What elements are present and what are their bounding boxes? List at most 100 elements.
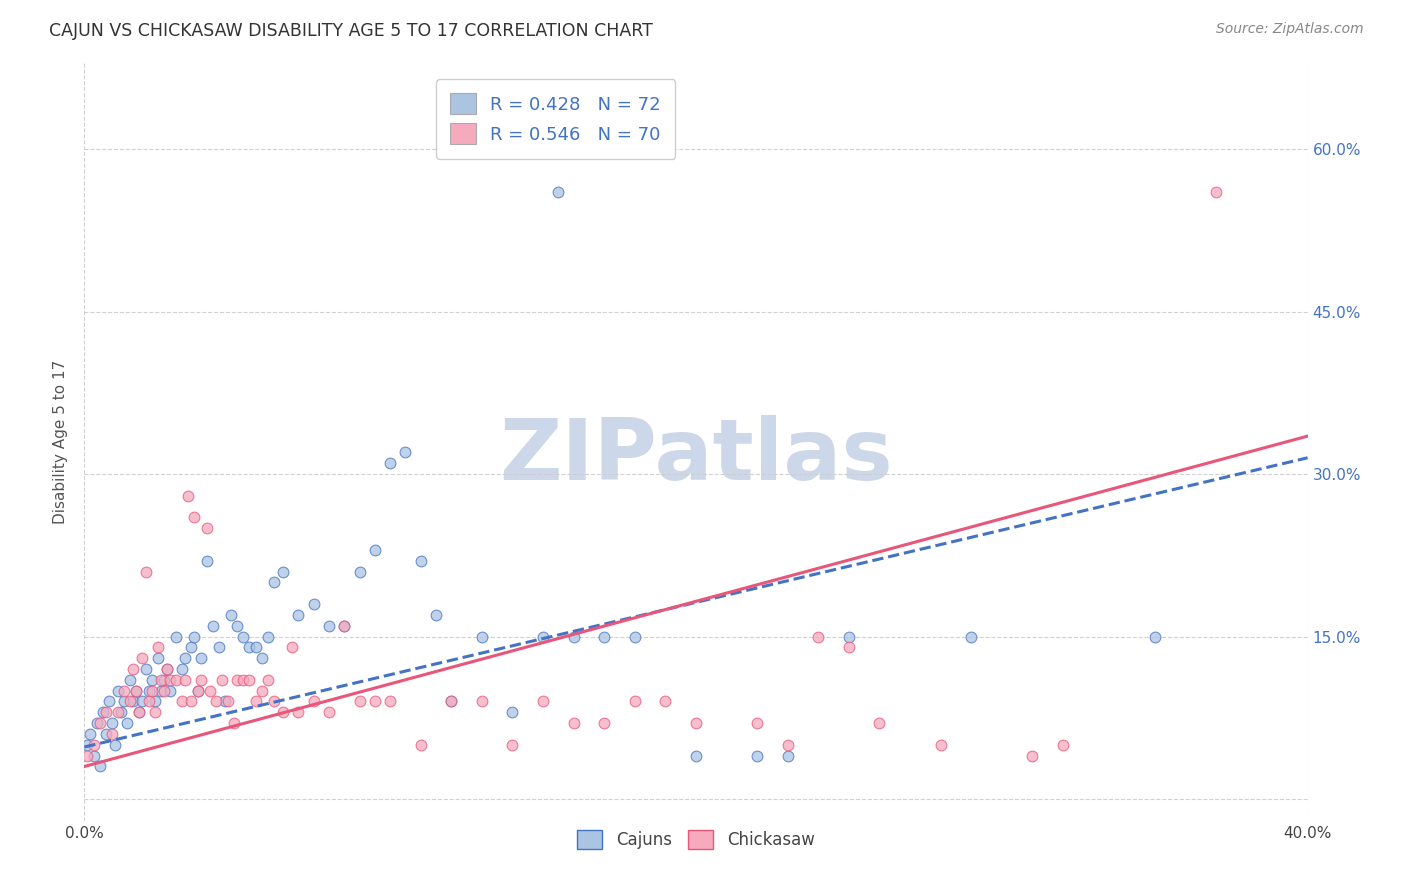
Point	[159, 673, 181, 687]
Point	[349, 694, 371, 708]
Point	[364, 542, 387, 557]
Point	[172, 662, 194, 676]
Point	[349, 565, 371, 579]
Point	[177, 489, 200, 503]
Point	[440, 694, 463, 708]
Point	[86, 716, 108, 731]
Point	[165, 673, 187, 687]
Point	[208, 640, 231, 655]
Point	[425, 607, 447, 622]
Point	[91, 706, 114, 720]
Point	[83, 748, 105, 763]
Point	[131, 651, 153, 665]
Point	[122, 662, 145, 676]
Point	[271, 706, 294, 720]
Point	[776, 748, 799, 763]
Y-axis label: Disability Age 5 to 17: Disability Age 5 to 17	[53, 359, 69, 524]
Point	[89, 759, 111, 773]
Point	[333, 618, 356, 632]
Point	[502, 738, 524, 752]
Point	[226, 618, 249, 632]
Point	[562, 716, 585, 731]
Point	[838, 630, 860, 644]
Point	[146, 640, 169, 655]
Point	[115, 716, 138, 731]
Point	[120, 673, 142, 687]
Point	[1052, 738, 1074, 752]
Point	[250, 651, 273, 665]
Point	[217, 694, 239, 708]
Text: CAJUN VS CHICKASAW DISABILITY AGE 5 TO 17 CORRELATION CHART: CAJUN VS CHICKASAW DISABILITY AGE 5 TO 1…	[49, 22, 652, 40]
Point	[190, 651, 212, 665]
Point	[257, 630, 280, 644]
Point	[747, 748, 769, 763]
Point	[174, 673, 197, 687]
Point	[302, 597, 325, 611]
Point	[128, 706, 150, 720]
Point	[245, 694, 267, 708]
Point	[131, 694, 153, 708]
Point	[180, 640, 202, 655]
Point	[135, 662, 157, 676]
Point	[654, 694, 676, 708]
Point	[180, 694, 202, 708]
Point	[135, 565, 157, 579]
Point	[807, 630, 830, 644]
Point	[502, 706, 524, 720]
Point	[149, 673, 172, 687]
Point	[183, 510, 205, 524]
Point	[302, 694, 325, 708]
Point	[232, 673, 254, 687]
Point	[97, 694, 120, 708]
Point	[79, 727, 101, 741]
Point	[333, 618, 356, 632]
Point	[409, 554, 432, 568]
Point	[531, 630, 554, 644]
Point	[153, 683, 176, 698]
Point	[201, 618, 224, 632]
Point	[624, 630, 647, 644]
Point	[747, 716, 769, 731]
Point	[281, 640, 304, 655]
Point	[257, 673, 280, 687]
Point	[101, 727, 124, 741]
Point	[195, 521, 218, 535]
Point	[122, 694, 145, 708]
Text: ZIPatlas: ZIPatlas	[499, 415, 893, 499]
Point	[364, 694, 387, 708]
Point	[929, 738, 952, 752]
Point	[394, 445, 416, 459]
Point	[1143, 630, 1166, 644]
Point	[156, 662, 179, 676]
Point	[159, 683, 181, 698]
Point	[263, 694, 285, 708]
Point	[107, 683, 129, 698]
Point	[409, 738, 432, 752]
Point	[76, 738, 98, 752]
Point	[205, 694, 228, 708]
Point	[263, 575, 285, 590]
Point	[174, 651, 197, 665]
Point	[149, 683, 172, 698]
Point	[107, 706, 129, 720]
Point	[238, 640, 260, 655]
Point	[232, 630, 254, 644]
Point	[94, 727, 117, 741]
Point	[128, 706, 150, 720]
Point	[141, 673, 163, 687]
Point	[531, 694, 554, 708]
Point	[219, 607, 242, 622]
Point	[271, 565, 294, 579]
Point	[143, 706, 166, 720]
Legend: Cajuns, Chickasaw: Cajuns, Chickasaw	[569, 822, 823, 858]
Point	[172, 694, 194, 708]
Point	[562, 630, 585, 644]
Point	[186, 683, 208, 698]
Point	[1205, 186, 1227, 200]
Point	[89, 716, 111, 731]
Point	[104, 738, 127, 752]
Point	[146, 651, 169, 665]
Point	[245, 640, 267, 655]
Point	[226, 673, 249, 687]
Point	[838, 640, 860, 655]
